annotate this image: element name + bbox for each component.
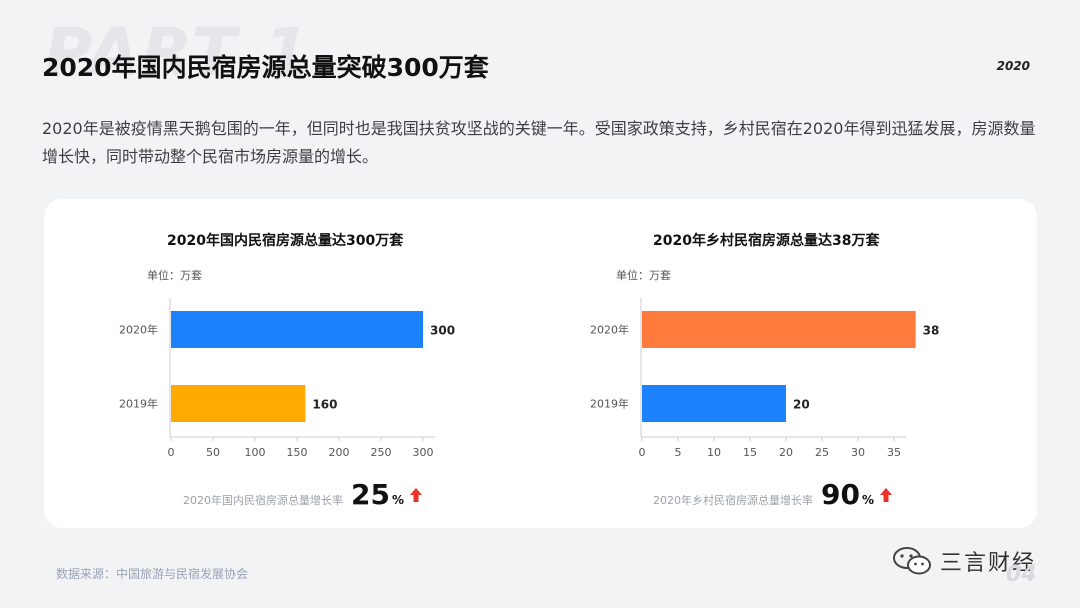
- bar-0: [642, 311, 916, 348]
- x-tick-label: 50: [206, 446, 220, 459]
- category-label: 2020年: [590, 323, 629, 337]
- x-tick-label: 250: [371, 446, 392, 459]
- x-tick-label: 35: [887, 446, 901, 459]
- chart2-bar-chart: 2020年 38 2019年 20 0 5 10 15 20 25 30 35: [590, 298, 940, 459]
- x-tick-label: 100: [245, 446, 266, 459]
- chart1-growth-value: 25: [351, 478, 390, 511]
- chart2-title: 2020年乡村民宿房源总量达38万套: [653, 233, 880, 249]
- part-watermark: PART 1: [44, 14, 312, 91]
- category-label: 2020年: [119, 323, 158, 337]
- bar-1: [171, 385, 306, 422]
- category-label: 2019年: [590, 397, 629, 411]
- x-tick-label: 10: [707, 446, 721, 459]
- chart2-growth-unit: %: [861, 493, 874, 507]
- chart1-unit: 单位：万套: [147, 269, 202, 282]
- chart1-bar-chart: 2020年 300 2019年 160 0 50 100 150 200 250 300: [119, 298, 455, 459]
- x-tick-label: 150: [287, 446, 308, 459]
- chart2-growth: 2020年乡村民宿房源总量增长率 90 %: [653, 478, 892, 511]
- data-label: 160: [312, 398, 337, 412]
- x-tick-label: 0: [639, 446, 646, 459]
- page-number: 04: [1006, 562, 1037, 587]
- brand-name: 三言财经: [940, 551, 1037, 576]
- data-source: 数据来源：中国旅游与民宿发展协会: [56, 567, 249, 581]
- up-arrow-icon: [880, 487, 892, 502]
- x-tick-label: 300: [413, 446, 434, 459]
- chart2-unit: 单位：万套: [616, 269, 671, 282]
- x-tick-label: 25: [815, 446, 829, 459]
- bar-0: [171, 311, 423, 348]
- x-tick-label: 0: [168, 446, 175, 459]
- page-title: 2020年国内民宿房源总量突破300万套: [42, 53, 489, 82]
- wechat-icon: [893, 547, 931, 575]
- x-tick-label: 5: [675, 446, 682, 459]
- x-tick-label: 15: [743, 446, 757, 459]
- category-label: 2019年: [119, 397, 158, 411]
- chart1-growth-unit: %: [391, 493, 404, 507]
- x-tick-label: 30: [851, 446, 865, 459]
- chart2-growth-label: 2020年乡村民宿房源总量增长率: [653, 494, 813, 507]
- intro-paragraph: 2020年是被疫情黑天鹅包围的一年，但同时也是我国扶贫攻坚战的关键一年。受国家政…: [42, 119, 1036, 166]
- data-label: 38: [923, 324, 940, 338]
- chart1-growth: 2020年国内民宿房源总量增长率 25 %: [183, 478, 422, 511]
- chart1-title: 2020年国内民宿房源总量达300万套: [167, 233, 404, 249]
- x-tick-label: 20: [779, 446, 793, 459]
- year-tag: 2020: [996, 59, 1030, 73]
- chart1-growth-label: 2020年国内民宿房源总量增长率: [183, 494, 343, 507]
- chart-card: [44, 199, 1037, 528]
- data-label: 20: [793, 398, 810, 412]
- brand-logo: 三言财经: [892, 545, 1036, 577]
- data-label: 300: [430, 324, 455, 338]
- x-tick-label: 200: [329, 446, 350, 459]
- bar-1: [642, 385, 786, 422]
- chart2-growth-value: 90: [821, 478, 860, 511]
- up-arrow-icon: [410, 487, 422, 502]
